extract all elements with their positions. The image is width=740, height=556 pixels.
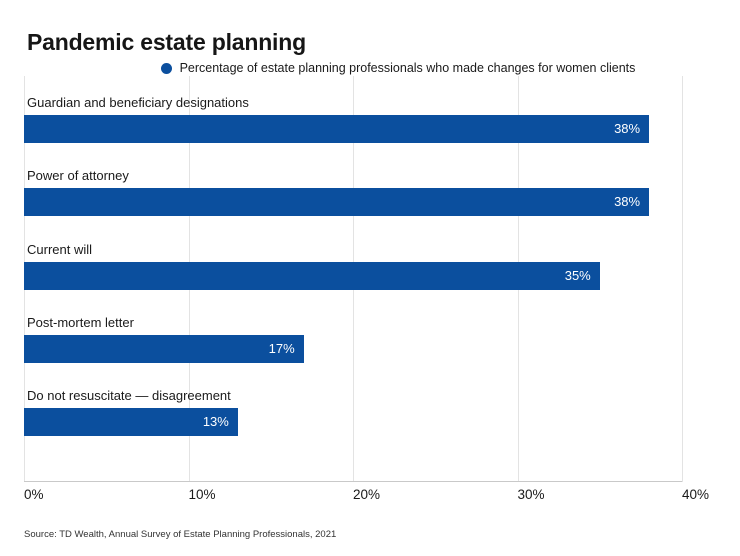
plot-area: Guardian and beneficiary designations 38%…	[24, 76, 683, 482]
bar-value-label: 13%	[202, 414, 229, 430]
category-label: Power of attorney	[27, 168, 129, 184]
bar: 17%	[24, 334, 304, 363]
bar-value-label: 38%	[614, 194, 641, 210]
bar: 38%	[24, 188, 650, 217]
bar-value-label: 17%	[268, 340, 295, 356]
bar-row: Post-mortem letter 17%	[24, 315, 682, 383]
category-label: Current will	[27, 241, 93, 257]
bar-value-label: 38%	[614, 121, 641, 136]
gridline	[682, 76, 683, 482]
bar-row: Guardian and beneficiary designations 38%	[24, 95, 682, 163]
bar-row: Current will 35%	[24, 242, 682, 310]
bar: 13%	[24, 408, 238, 437]
x-tick-label: 20%	[353, 487, 381, 502]
category-label: Post-mortem letter	[27, 314, 134, 330]
page-title: Pandemic estate planning	[27, 29, 306, 55]
x-axis: 0% 10% 20% 30% 40%	[24, 487, 709, 503]
x-tick-label: 30%	[517, 487, 545, 502]
category-label: Guardian and beneficiary designations	[27, 95, 249, 110]
source-note: Source: TD Wealth, Annual Survey of Esta…	[24, 529, 337, 540]
legend-dot-icon	[160, 62, 172, 74]
legend: Percentage of estate planning profession…	[28, 61, 740, 75]
x-tick-label: 10%	[188, 487, 216, 502]
bar: 35%	[24, 261, 600, 290]
bar-value-label: 35%	[564, 267, 591, 283]
bar-row: Power of attorney 38%	[24, 168, 682, 236]
bar: 38%	[24, 115, 650, 143]
bar-row: Do not resuscitate — disagreement 13%	[24, 388, 682, 456]
x-axis-line	[24, 481, 682, 482]
category-label: Do not resuscitate — disagreement	[27, 388, 231, 404]
x-tick-label: 40%	[682, 487, 710, 502]
legend-label: Percentage of estate planning profession…	[179, 61, 636, 75]
x-tick-label: 0%	[24, 487, 44, 502]
